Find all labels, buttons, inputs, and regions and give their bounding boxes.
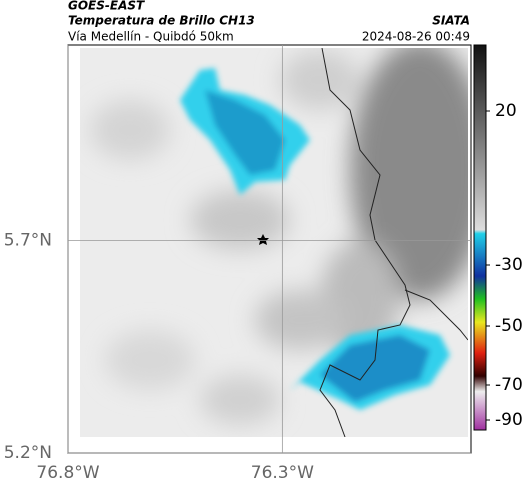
x-tick-label: 76.3°W (251, 463, 314, 483)
colorbar-tick-label: -90 (495, 410, 523, 430)
subtitle: Temperatura de Brillo CH13 (68, 14, 255, 28)
route: Vía Medellín - Quibdó 50km (68, 30, 234, 44)
title: GOES-EAST (68, 0, 145, 13)
satellite-image (80, 48, 468, 437)
x-tick-label: 76.8°W (36, 463, 99, 483)
colorbar-tick-label: -50 (495, 316, 523, 336)
colorbar-tick-label: -70 (495, 375, 523, 395)
source: SIATA (432, 14, 470, 28)
timestamp: 2024-08-26 00:49 (362, 30, 470, 44)
map-axes: 76.8°W 76.3°W 5.2°N 5.7°N (4, 45, 471, 483)
colorbar-ticks: 20 -30 -50 -70 -90 (486, 101, 523, 430)
colorbar-tick-label: -30 (495, 255, 523, 275)
colorbar (473, 44, 487, 431)
colorbar-tick-label: 20 (495, 101, 517, 121)
y-tick-label: 5.7°N (4, 231, 52, 251)
y-tick-label: 5.2°N (4, 443, 52, 463)
